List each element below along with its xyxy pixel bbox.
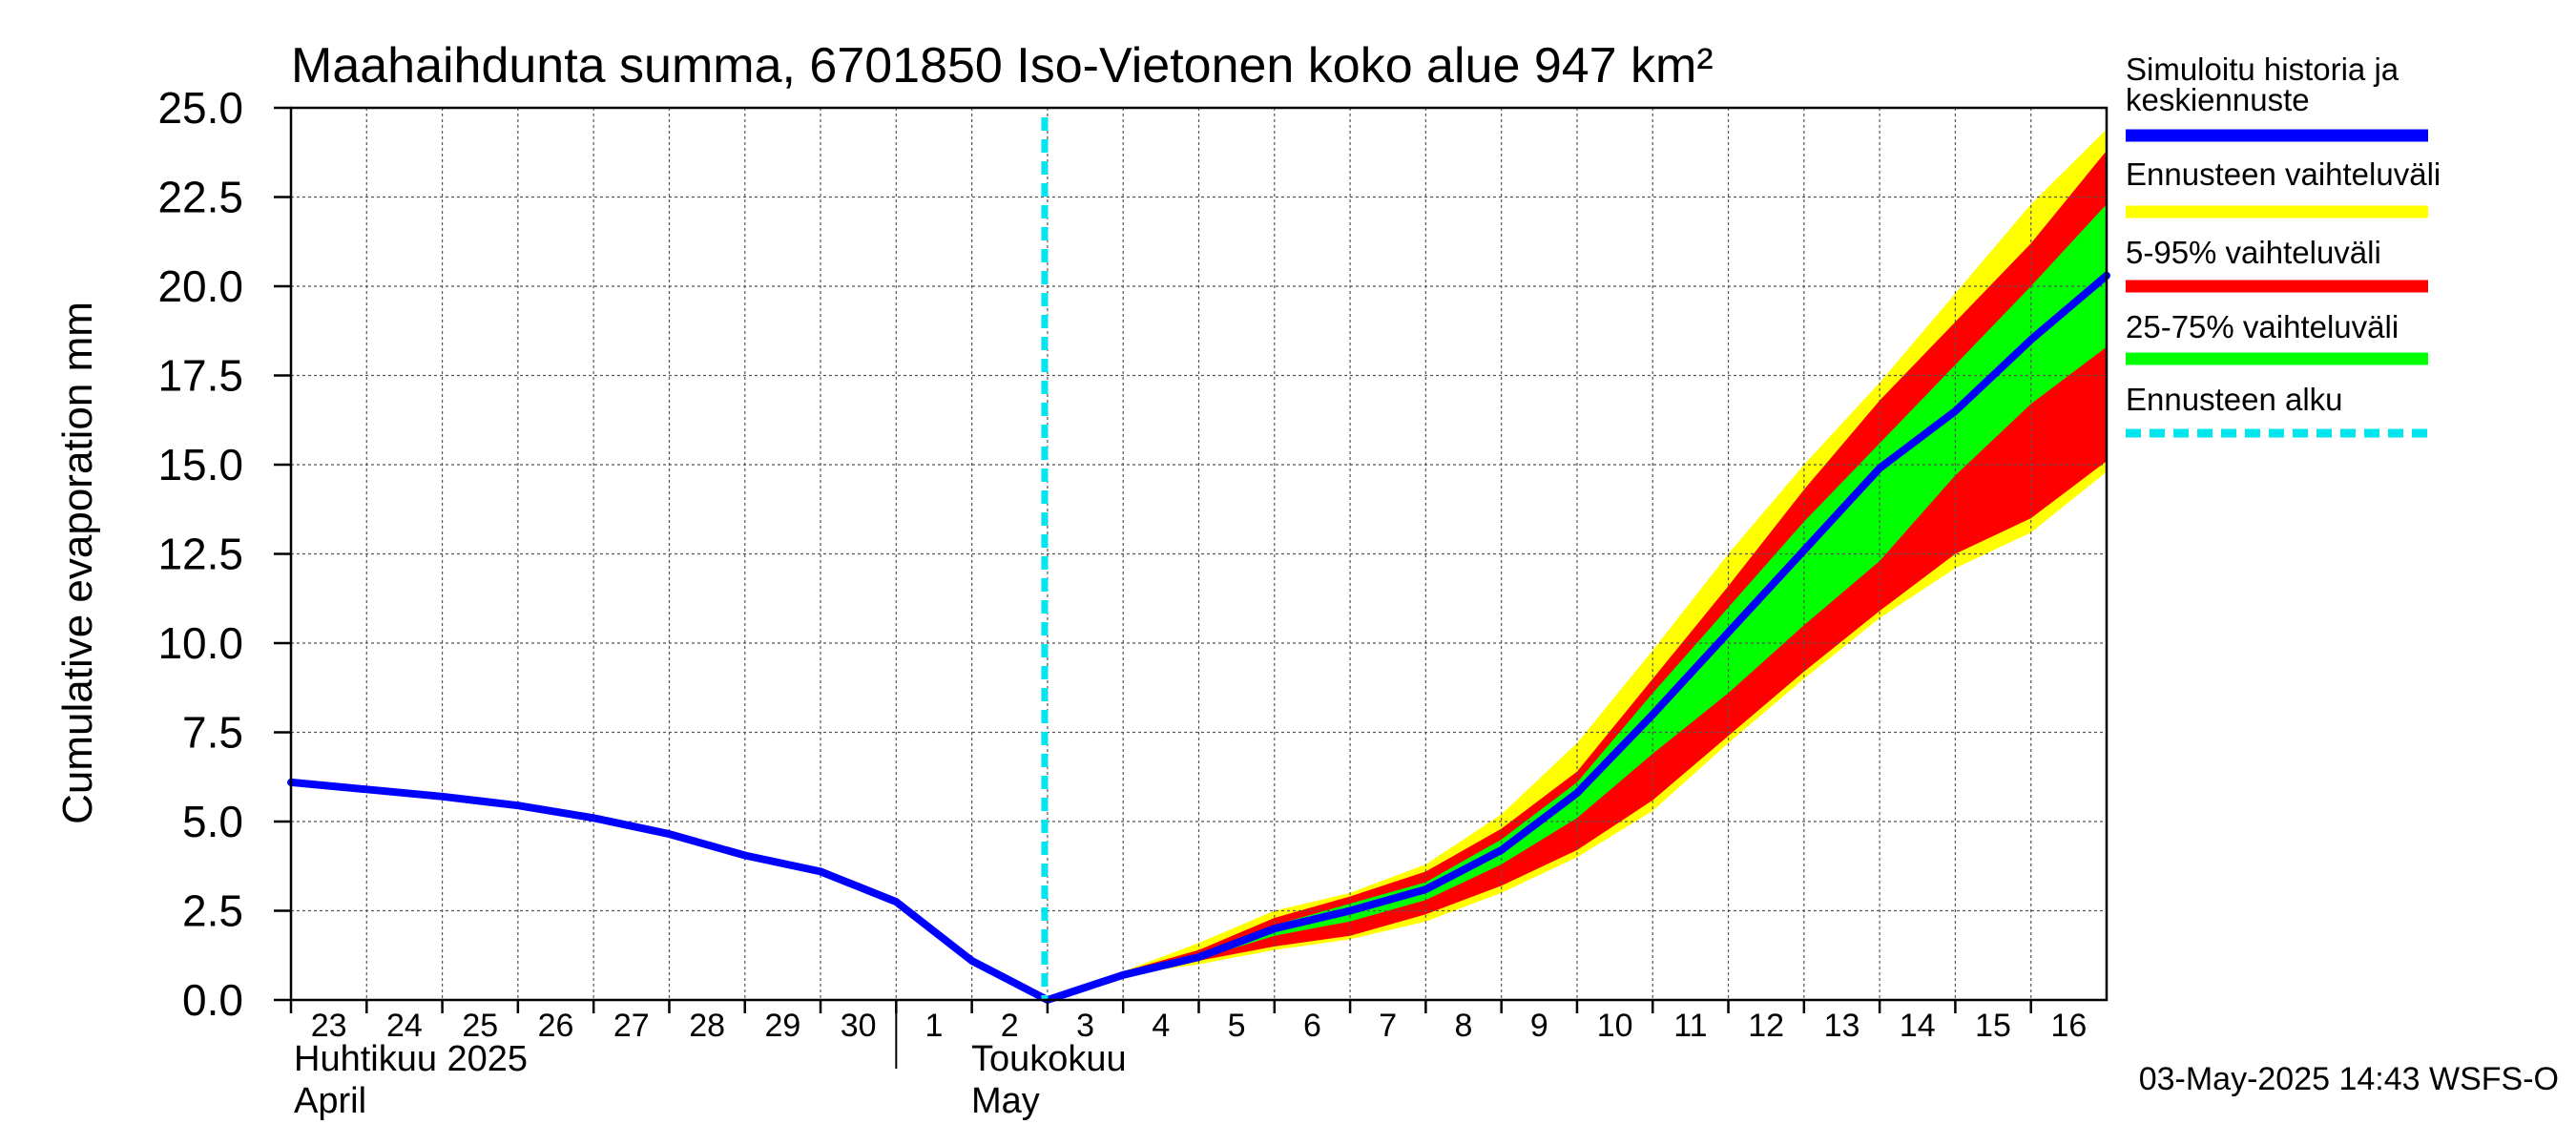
timestamp-label: 03-May-2025 14:43 WSFS-O <box>2139 1061 2559 1097</box>
legend-label: Simuloitu historia ja <box>2126 52 2399 87</box>
y-tick-label: 7.5 <box>182 708 243 758</box>
x-tick-label: 14 <box>1900 1008 1936 1044</box>
y-axis-label: Cumulative evaporation mm <box>54 302 101 824</box>
x-tick-label: 5 <box>1228 1008 1246 1044</box>
legend-label: Ennusteen alku <box>2126 382 2343 417</box>
x-tick-label: 6 <box>1303 1008 1321 1044</box>
y-tick-label: 17.5 <box>157 351 243 401</box>
y-tick-label: 22.5 <box>157 173 243 222</box>
x-tick-label: 28 <box>689 1008 725 1044</box>
chart-title: Maahaihdunta summa, 6701850 Iso-Vietonen… <box>291 38 1714 94</box>
plot-area: 0.0 2.5 5.0 7.5 10.0 12.5 15.0 17.5 20.0 22.5 25.0… <box>157 83 2110 1121</box>
x-tick-label: 10 <box>1597 1008 1633 1044</box>
y-tick-label: 15.0 <box>157 440 243 489</box>
x-tick-label: 2 <box>1001 1008 1019 1044</box>
y-tick-label: 0.0 <box>182 975 243 1025</box>
x-tick-label: 9 <box>1530 1008 1548 1044</box>
x-tick-label: 26 <box>538 1008 574 1044</box>
x-tick-label: 23 <box>311 1008 347 1044</box>
x-tick-label: 25 <box>462 1008 498 1044</box>
y-tick-label: 5.0 <box>182 797 243 846</box>
y-tick-label: 20.0 <box>157 261 243 311</box>
x-tick-label: 11 <box>1673 1008 1707 1044</box>
legend-label: keskiennuste <box>2126 82 2310 117</box>
x-tick-label: 24 <box>386 1008 423 1044</box>
legend-label: 5-95% vaihteluväli <box>2126 235 2381 270</box>
legend-label: Ennusteen vaihteluväli <box>2126 156 2441 192</box>
x-tick-label: 29 <box>764 1008 800 1044</box>
x-tick-label: 30 <box>841 1008 877 1044</box>
x-tick-label: 13 <box>1824 1008 1860 1044</box>
month-label-april-fi: Huhtikuu 2025 <box>294 1039 528 1079</box>
x-tick-label: 12 <box>1748 1008 1784 1044</box>
x-tick-label: 4 <box>1152 1008 1170 1044</box>
x-tick-label: 15 <box>1975 1008 2011 1044</box>
y-tick-label: 25.0 <box>157 83 243 133</box>
y-tick-label: 10.0 <box>157 618 243 668</box>
median-line <box>287 271 2110 1004</box>
x-tick-label: 7 <box>1379 1008 1397 1044</box>
x-tick-label: 27 <box>613 1008 650 1044</box>
legend-label: 25-75% vaihteluväli <box>2126 309 2399 344</box>
y-tick-label: 2.5 <box>182 886 243 936</box>
x-tick-label: 1 <box>925 1008 944 1044</box>
y-tick-label: 12.5 <box>157 530 243 579</box>
x-tick-label: 16 <box>2050 1008 2087 1044</box>
month-label-april-en: April <box>294 1081 366 1121</box>
x-tick-label: 3 <box>1076 1008 1094 1044</box>
x-tick-label: 8 <box>1455 1008 1473 1044</box>
month-label-may-fi: Toukokuu <box>971 1039 1127 1079</box>
month-label-may-en: May <box>971 1081 1040 1121</box>
